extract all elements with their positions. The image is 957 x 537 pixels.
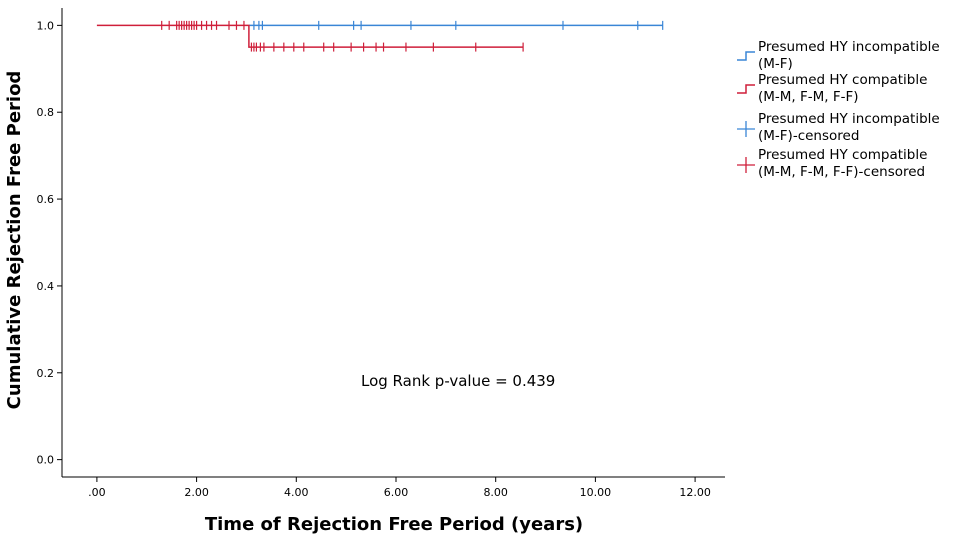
x-tick-label: 12.00 — [679, 486, 711, 499]
legend-label: Presumed HY compatible — [758, 72, 927, 88]
x-tick-label: 8.00 — [483, 486, 508, 499]
y-tick-label: 0.8 — [37, 106, 55, 119]
y-tick-label: 0.4 — [37, 280, 55, 293]
y-axis-title: Cumulative Rejection Free Period — [4, 71, 25, 410]
legend-label: Presumed HY incompatible — [758, 39, 940, 55]
legend-label: (M-F) — [758, 56, 793, 72]
y-tick-label: 1.0 — [37, 19, 55, 32]
legend-label: (M-F)-censored — [758, 128, 859, 144]
legend-label: (M-M, F-M, F-F)-censored — [758, 164, 925, 180]
axes — [61, 8, 725, 478]
legend-swatch-step — [737, 51, 755, 61]
legend-label: Presumed HY compatible — [758, 147, 927, 163]
series-line-hy-compatible — [96, 24, 524, 48]
legend-label: Presumed HY incompatible — [758, 111, 940, 127]
x-axis-title: Time of Rejection Free Period (years) — [205, 514, 583, 535]
log-rank-annotation: Log Rank p-value = 0.439 — [361, 372, 555, 390]
x-tick-label: 2.00 — [184, 486, 209, 499]
y-tick-label: 0.6 — [37, 193, 55, 206]
censor-marks — [161, 20, 664, 52]
x-tick-label: 4.00 — [284, 486, 309, 499]
legend-label: (M-M, F-M, F-F) — [758, 89, 859, 105]
y-tick-label: 0.0 — [37, 454, 55, 467]
legend: Presumed HY incompatible(M-F)Presumed HY… — [737, 39, 940, 180]
x-tick-label: 10.00 — [580, 486, 612, 499]
x-tick-label: .00 — [88, 486, 106, 499]
y-tick-label: 0.2 — [37, 367, 55, 380]
x-tick-label: 6.00 — [384, 486, 409, 499]
legend-swatch-step — [737, 84, 755, 94]
tick-marks: .00 2.00 4.00 6.00 8.00 10.00 12.00 0.0 0.2 0.4 0.… — [37, 19, 711, 499]
